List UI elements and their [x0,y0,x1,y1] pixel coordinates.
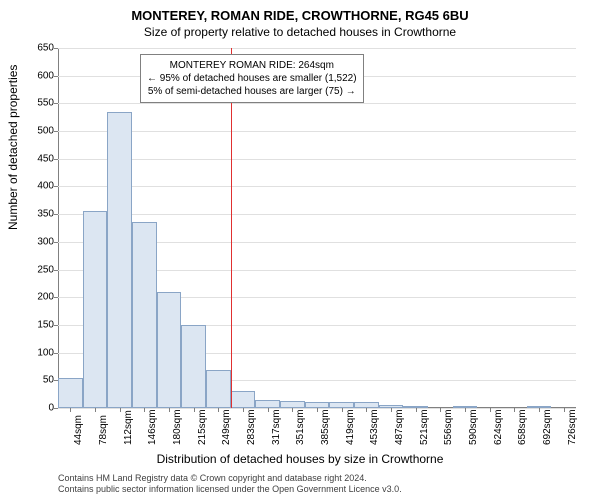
x-tick-mark [120,408,121,412]
x-tick-label: 146sqm [147,409,158,445]
y-tick-label: 300 [28,236,54,247]
y-tick-mark [54,214,58,215]
y-tick-label: 650 [28,43,54,54]
chart-subtitle: Size of property relative to detached ho… [0,23,600,39]
x-axis-label: Distribution of detached houses by size … [0,452,600,466]
x-tick-label: 658sqm [517,409,528,445]
x-tick-mark [440,408,441,412]
y-tick-label: 400 [28,181,54,192]
x-tick-mark [317,408,318,412]
gridline [58,186,576,187]
y-tick-mark [54,297,58,298]
x-tick-label: 215sqm [197,409,208,445]
y-tick-label: 0 [28,403,54,414]
y-tick-label: 250 [28,264,54,275]
plot-area: 0501001502002503003504004505005506006504… [58,48,576,408]
y-tick-label: 200 [28,292,54,303]
histogram-bar [157,292,182,408]
x-tick-mark [514,408,515,412]
y-tick-mark [54,270,58,271]
x-tick-label: 556sqm [443,409,454,445]
histogram-bar [58,378,83,408]
y-tick-label: 100 [28,347,54,358]
footer-text: Contains HM Land Registry data © Crown c… [58,473,402,496]
annotation-line3: 5% of semi-detached houses are larger (7… [147,85,357,98]
x-tick-label: 112sqm [123,410,134,445]
x-tick-mark [564,408,565,412]
footer-line2: Contains public sector information licen… [58,484,402,496]
x-tick-mark [144,408,145,412]
x-tick-label: 521sqm [419,409,430,445]
x-tick-mark [465,408,466,412]
x-tick-label: 351sqm [295,409,306,445]
y-tick-mark [54,242,58,243]
y-tick-mark [54,408,58,409]
x-tick-label: 283sqm [246,409,257,445]
x-tick-mark [539,408,540,412]
y-tick-label: 50 [28,375,54,386]
x-tick-mark [169,408,170,412]
gridline [58,131,576,132]
chart-container: MONTEREY, ROMAN RIDE, CROWTHORNE, RG45 6… [0,0,600,500]
x-tick-label: 487sqm [394,409,405,445]
x-tick-mark [218,408,219,412]
y-tick-label: 450 [28,153,54,164]
annotation-line2: ← 95% of detached houses are smaller (1,… [147,72,357,85]
annotation-line1: MONTEREY ROMAN RIDE: 264sqm [147,59,357,72]
x-tick-mark [366,408,367,412]
gridline [58,103,576,104]
x-tick-label: 419sqm [345,409,356,445]
x-tick-mark [416,408,417,412]
x-tick-mark [292,408,293,412]
x-tick-mark [70,408,71,412]
x-tick-mark [268,408,269,412]
x-tick-mark [243,408,244,412]
y-tick-mark [54,76,58,77]
y-tick-label: 550 [28,98,54,109]
x-tick-label: 249sqm [221,409,232,445]
footer-line1: Contains HM Land Registry data © Crown c… [58,473,402,485]
y-tick-mark [54,159,58,160]
histogram-bar [231,391,256,408]
x-tick-mark [194,408,195,412]
y-tick-label: 500 [28,126,54,137]
gridline [58,159,576,160]
y-tick-label: 350 [28,209,54,220]
y-axis-label: Number of detached properties [6,65,20,230]
histogram-bar [255,400,280,408]
x-tick-label: 726sqm [567,409,578,445]
y-axis [58,48,59,408]
y-tick-mark [54,353,58,354]
x-tick-label: 78sqm [98,415,109,445]
y-tick-mark [54,131,58,132]
y-tick-mark [54,48,58,49]
annotation-box: MONTEREY ROMAN RIDE: 264sqm← 95% of deta… [140,54,364,103]
x-tick-label: 453sqm [369,409,380,445]
gridline [58,48,576,49]
gridline [58,214,576,215]
histogram-bar [107,112,132,408]
x-tick-label: 692sqm [542,409,553,445]
x-tick-label: 590sqm [468,409,479,445]
chart-title: MONTEREY, ROMAN RIDE, CROWTHORNE, RG45 6… [0,0,600,23]
y-tick-mark [54,186,58,187]
histogram-bar [181,325,206,408]
x-tick-label: 180sqm [172,409,183,445]
x-tick-mark [95,408,96,412]
histogram-bar [206,370,231,408]
x-tick-mark [342,408,343,412]
x-tick-mark [490,408,491,412]
histogram-bar [83,211,108,408]
histogram-bar [132,222,157,408]
y-tick-mark [54,325,58,326]
x-tick-label: 44sqm [73,415,84,445]
y-tick-mark [54,103,58,104]
x-tick-label: 317sqm [271,409,282,445]
x-tick-mark [391,408,392,412]
x-tick-label: 385sqm [320,409,331,445]
histogram-bar [280,401,305,408]
y-tick-label: 600 [28,70,54,81]
x-tick-label: 624sqm [493,409,504,445]
y-tick-label: 150 [28,319,54,330]
